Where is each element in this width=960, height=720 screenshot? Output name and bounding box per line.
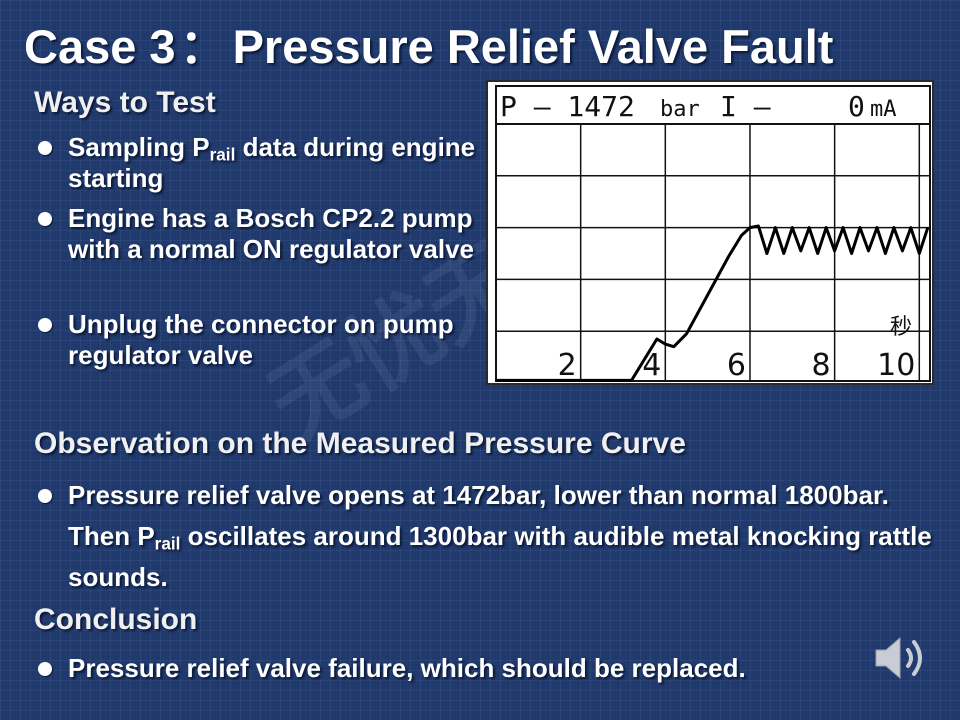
speaker-icon[interactable] — [870, 630, 934, 691]
bullet-dot — [38, 141, 52, 155]
bullet-dot — [38, 318, 52, 332]
test-bullet-3: Unplug the connector on pump regulator v… — [38, 309, 478, 371]
x-tick-label: 10 — [877, 348, 915, 383]
title-main: Pressure Relief Valve Fault — [232, 20, 834, 73]
heading-conclusion: Conclusion — [34, 603, 198, 636]
current-value: 0 — [848, 90, 865, 123]
x-tick-label: 8 — [812, 348, 831, 383]
pressure-curve-chart: P — 1472 bar I — 0 mA 秒 2 4 6 8 10 — [495, 85, 931, 383]
title-case: Case 3 — [24, 20, 176, 73]
scope-header: P — 1472 bar I — 0 mA — [500, 90, 897, 123]
x-tick-labels: 2 4 6 8 10 — [558, 348, 916, 383]
heading-ways-to-test: Ways to Test — [34, 86, 216, 119]
bullet-dot — [38, 662, 52, 676]
scope-frame — [495, 85, 931, 382]
speaker-icon-graphic — [875, 636, 922, 680]
title-separator: ： — [179, 20, 227, 73]
oscilloscope-display: P — 1472 bar I — 0 mA 秒 2 4 6 8 10 — [486, 80, 934, 385]
current-unit: mA — [870, 97, 897, 122]
bullet-text: Pressure relief valve opens at 1472bar, … — [68, 480, 932, 592]
test-bullet-2: Engine has a Bosch CP2.2 pump with a nor… — [38, 203, 478, 265]
x-tick-label: 6 — [727, 348, 746, 383]
x-tick-label: 2 — [558, 348, 577, 383]
conclusion-bullet: Pressure relief valve failure, which sho… — [38, 648, 948, 689]
pressure-trace-line — [496, 224, 930, 382]
x-tick-label: 4 — [642, 348, 661, 383]
test-bullet-1: Sampling Prail data during engine starti… — [38, 132, 478, 194]
bullet-text: Engine has a Bosch CP2.2 pump with a nor… — [68, 203, 474, 264]
bullet-dot — [38, 489, 52, 503]
bullet-dot — [38, 212, 52, 226]
scope-grid — [495, 85, 931, 382]
pressure-trace-group — [496, 224, 930, 382]
pressure-unit: bar — [660, 97, 700, 122]
time-unit-label: 秒 — [890, 315, 912, 340]
bullet-text: Pressure relief valve failure, which sho… — [68, 653, 746, 683]
page-title: Case 3： Pressure Relief Valve Fault — [24, 8, 833, 77]
bullet-text: Sampling Prail data during engine starti… — [68, 132, 476, 193]
bullet-text: Unplug the connector on pump regulator v… — [68, 309, 454, 370]
observation-bullet: Pressure relief valve opens at 1472bar, … — [38, 475, 948, 598]
heading-observation: Observation on the Measured Pressure Cur… — [34, 427, 686, 460]
current-readout: I — — [720, 90, 771, 123]
pressure-readout: P — 1472 — [500, 90, 635, 123]
